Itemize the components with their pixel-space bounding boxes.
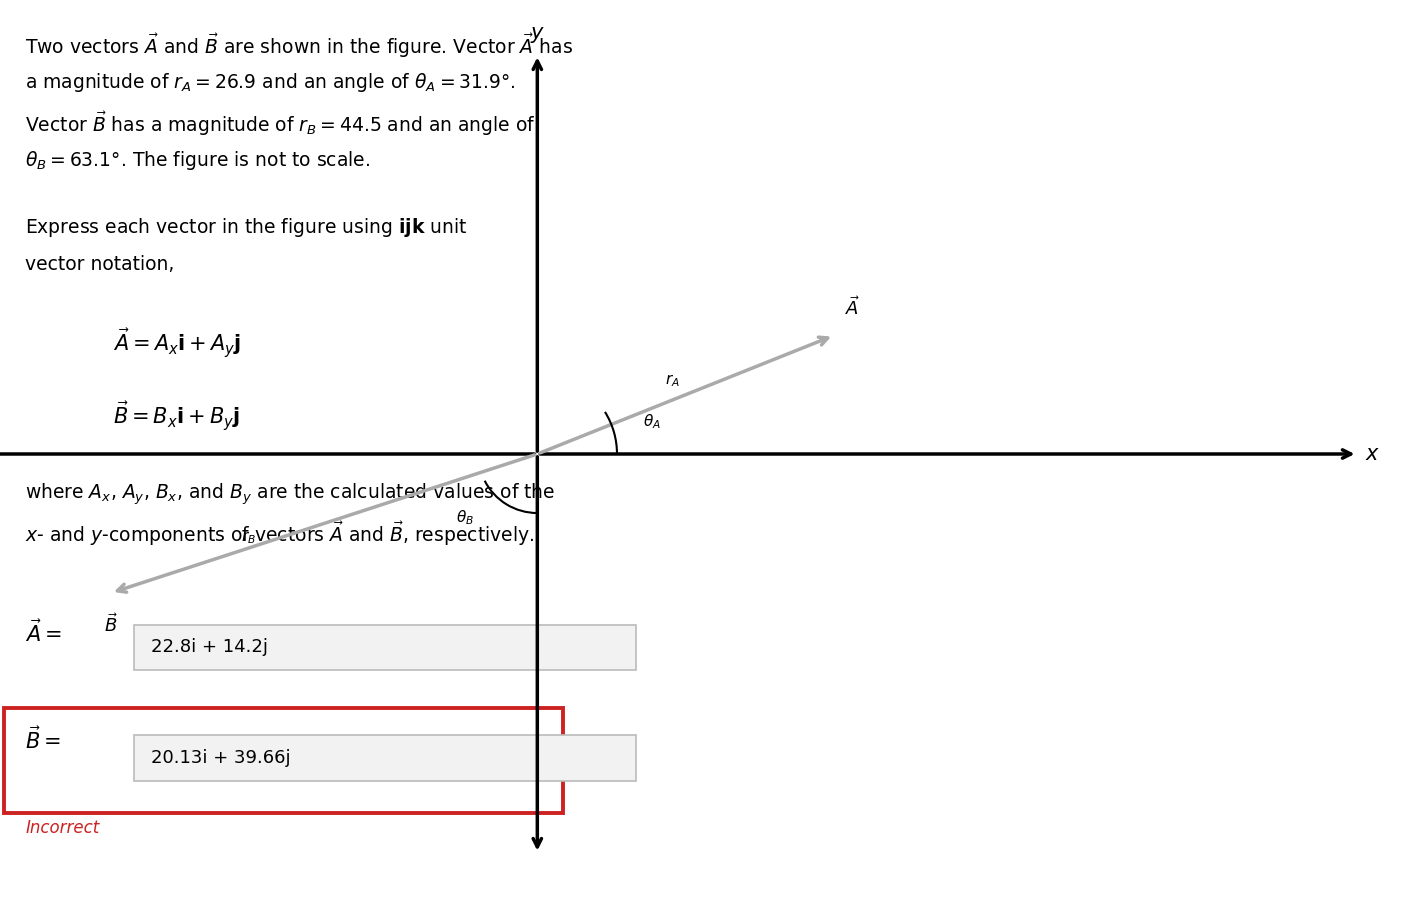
Text: $\vec{B}$: $\vec{B}$ [105,613,119,636]
Text: $r_B$: $r_B$ [242,529,256,546]
Bar [134,625,636,670]
Text: $\vec{A}$: $\vec{A}$ [846,296,860,319]
Text: 22.8i + 14.2j: 22.8i + 14.2j [151,638,269,656]
Text: Two vectors $\vec{A}$ and $\vec{B}$ are shown in the figure. Vector $\vec{A}$ ha: Two vectors $\vec{A}$ and $\vec{B}$ are … [25,32,574,60]
Text: vector notation,: vector notation, [25,255,175,274]
Text: $\vec{A} = A_x\mathbf{i} + A_y\mathbf{j}$: $\vec{A} = A_x\mathbf{i} + A_y\mathbf{j}… [113,327,242,360]
Text: $y$: $y$ [530,25,544,45]
Text: Incorrect: Incorrect [25,819,100,837]
Text: $\theta_A$: $\theta_A$ [643,412,662,431]
Text: $r_A$: $r_A$ [665,372,680,389]
Text: $\theta_B$: $\theta_B$ [455,508,474,528]
Text: where $A_x$, $A_y$, $B_x$, and $B_y$ are the calculated values of the: where $A_x$, $A_y$, $B_x$, and $B_y$ are… [25,481,556,507]
Text: $\theta_B = 63.1\degree$. The figure is not to scale.: $\theta_B = 63.1\degree$. The figure is … [25,149,370,172]
Text: $\vec{B} =$: $\vec{B} =$ [25,725,61,753]
Text: 20.13i + 39.66j: 20.13i + 39.66j [151,749,291,767]
Bar [134,735,636,781]
Text: Vector $\vec{B}$ has a magnitude of $r_B = 44.5$ and an angle of: Vector $\vec{B}$ has a magnitude of $r_B… [25,110,536,138]
Text: Express each vector in the figure using $\mathbf{ijk}$ unit: Express each vector in the figure using … [25,216,468,239]
Text: $\vec{A} =$: $\vec{A} =$ [25,619,62,646]
Bar [4,708,563,813]
Text: $\vec{B} = B_x\mathbf{i} + B_y\mathbf{j}$: $\vec{B} = B_x\mathbf{i} + B_y\mathbf{j}… [113,400,240,433]
Text: $x$- and $y$-components of vectors $\vec{A}$ and $\vec{B}$, respectively.: $x$- and $y$-components of vectors $\vec… [25,520,534,548]
Text: $x$: $x$ [1365,444,1380,464]
Text: a magnitude of $r_A = 26.9$ and an angle of $\theta_A = 31.9\degree$.: a magnitude of $r_A = 26.9$ and an angle… [25,71,516,94]
